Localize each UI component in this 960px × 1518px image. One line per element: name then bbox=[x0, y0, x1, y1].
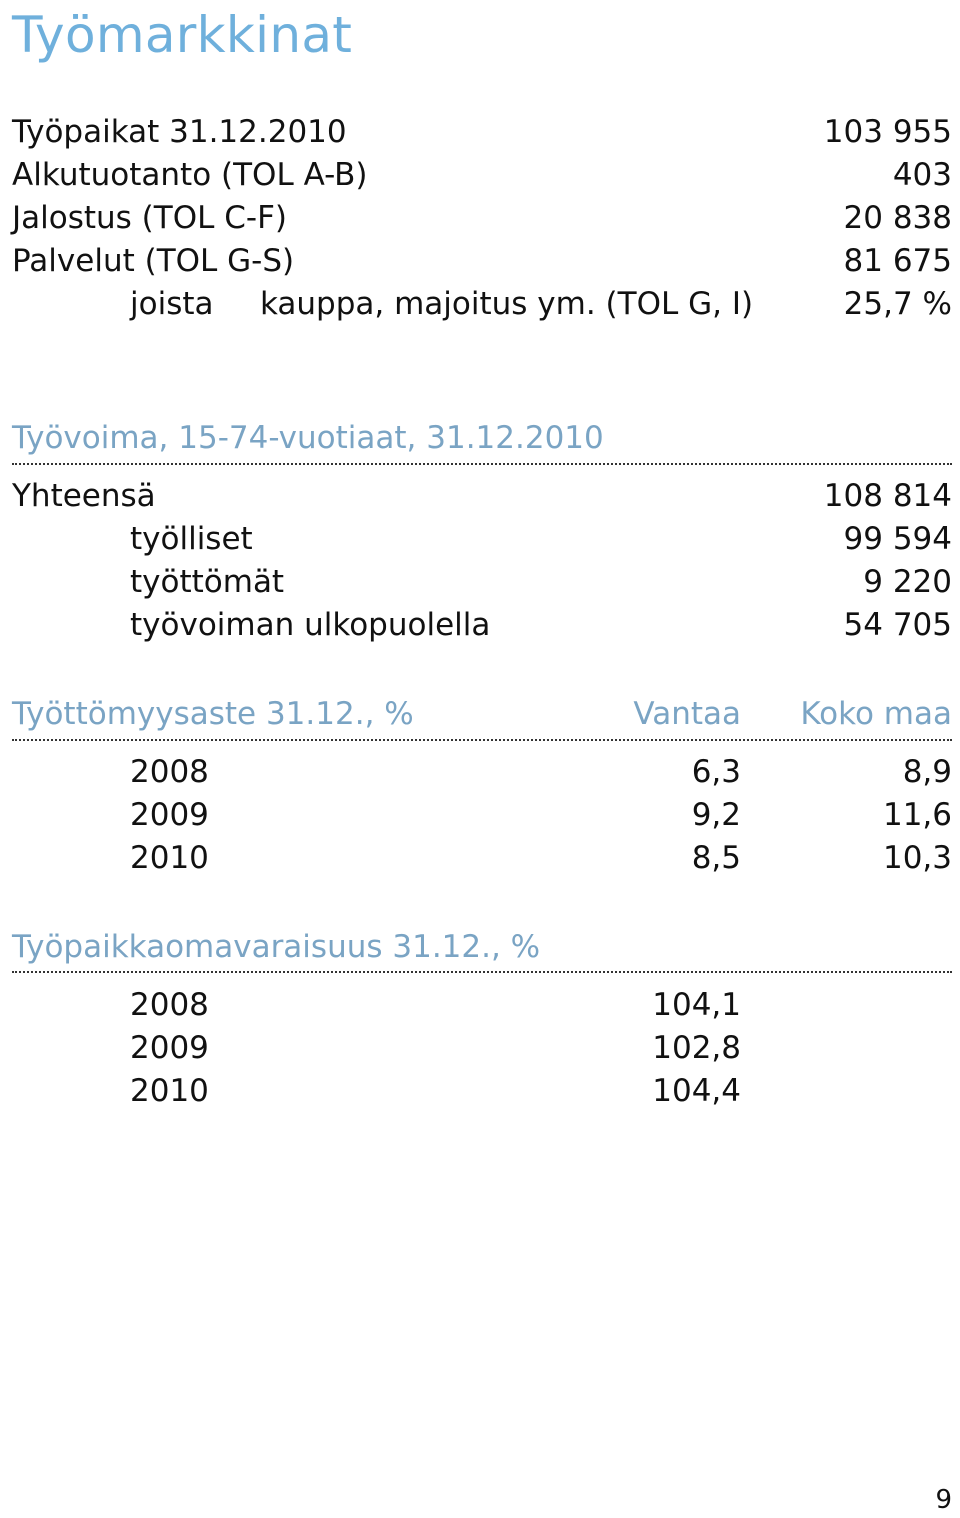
row-year: 2008 bbox=[130, 987, 209, 1023]
row-label: Palvelut (TOL G-S) bbox=[12, 243, 295, 279]
row-year: 2010 bbox=[130, 1073, 209, 1109]
jobs-row-trade-share: joista kauppa, majoitus ym. (TOL G, I) 2… bbox=[12, 282, 952, 326]
row-value: 104,4 bbox=[652, 1073, 741, 1109]
row-value-vantaa: 9,2 bbox=[691, 797, 741, 833]
row-label: työlliset bbox=[130, 521, 253, 557]
row-year: 2008 bbox=[130, 754, 209, 790]
dotted-divider bbox=[12, 463, 952, 465]
page-title: Työmarkkinat bbox=[12, 6, 353, 64]
row-label: Jalostus (TOL C-F) bbox=[12, 200, 287, 236]
jobs-row-processing: Jalostus (TOL C-F) 20 838 bbox=[12, 196, 952, 240]
row-label: työvoiman ulkopuolella bbox=[130, 607, 491, 643]
row-value: 81 675 bbox=[843, 243, 952, 279]
row-year: 2010 bbox=[130, 840, 209, 876]
row-label: Alkutuotanto (TOL A-B) bbox=[12, 157, 368, 193]
row-value-vantaa: 8,5 bbox=[691, 840, 741, 876]
row-label: kauppa, majoitus ym. (TOL G, I) bbox=[260, 286, 754, 322]
row-label: työttömät bbox=[130, 564, 285, 600]
row-value-vantaa: 6,3 bbox=[691, 754, 741, 790]
row-value: 104,1 bbox=[652, 987, 741, 1023]
workforce-heading: Työvoima, 15-74-vuotiaat, 31.12.2010 bbox=[12, 416, 952, 462]
row-year: 2009 bbox=[130, 1030, 209, 1066]
unemployment-heading: Työttömyysaste 31.12., % Vantaa Koko maa bbox=[12, 692, 952, 738]
row-value-country: 10,3 bbox=[882, 840, 952, 876]
row-value: 9 220 bbox=[863, 564, 952, 600]
workforce-row-outside: työvoiman ulkopuolella 54 705 bbox=[12, 603, 952, 647]
row-label: Työpaikat 31.12.2010 bbox=[12, 114, 347, 150]
unemployment-row-2010: 2010 8,5 10,3 bbox=[12, 836, 952, 880]
dotted-divider bbox=[12, 739, 952, 741]
jobs-row-primary: Alkutuotanto (TOL A-B) 403 bbox=[12, 153, 952, 197]
row-value: 103 955 bbox=[823, 114, 952, 150]
jobs-row-services: Palvelut (TOL G-S) 81 675 bbox=[12, 239, 952, 283]
selfsufficiency-row-2010: 2010 104,4 bbox=[12, 1069, 952, 1113]
row-value: 403 bbox=[892, 157, 952, 193]
section-heading: Työpaikkaomavaraisuus 31.12., % bbox=[12, 929, 541, 965]
row-value: 108 814 bbox=[823, 478, 952, 514]
row-value-country: 8,9 bbox=[902, 754, 952, 790]
row-label: Yhteensä bbox=[12, 478, 156, 514]
unemployment-row-2009: 2009 9,2 11,6 bbox=[12, 793, 952, 837]
unemployment-row-2008: 2008 6,3 8,9 bbox=[12, 750, 952, 794]
row-value: 25,7 % bbox=[843, 286, 952, 322]
workforce-row-unemployed: työttömät 9 220 bbox=[12, 560, 952, 604]
row-value: 20 838 bbox=[843, 200, 952, 236]
row-prefix: joista bbox=[130, 286, 214, 322]
workforce-row-employed: työlliset 99 594 bbox=[12, 517, 952, 561]
row-year: 2009 bbox=[130, 797, 209, 833]
jobs-row-total: Työpaikat 31.12.2010 103 955 bbox=[12, 110, 952, 154]
selfsufficiency-row-2009: 2009 102,8 bbox=[12, 1026, 952, 1070]
section-heading: Työvoima, 15-74-vuotiaat, 31.12.2010 bbox=[12, 420, 604, 456]
row-value: 102,8 bbox=[652, 1030, 741, 1066]
row-value: 54 705 bbox=[843, 607, 952, 643]
page-number: 9 bbox=[935, 1485, 952, 1515]
column-header-vantaa: Vantaa bbox=[633, 696, 741, 732]
workforce-row-total: Yhteensä 108 814 bbox=[12, 474, 952, 518]
column-header-country: Koko maa bbox=[800, 696, 952, 732]
selfsufficiency-row-2008: 2008 104,1 bbox=[12, 983, 952, 1027]
selfsufficiency-heading: Työpaikkaomavaraisuus 31.12., % bbox=[12, 925, 952, 971]
section-heading: Työttömyysaste 31.12., % bbox=[12, 696, 414, 732]
row-value: 99 594 bbox=[843, 521, 952, 557]
row-value-country: 11,6 bbox=[882, 797, 952, 833]
dotted-divider bbox=[12, 971, 952, 973]
